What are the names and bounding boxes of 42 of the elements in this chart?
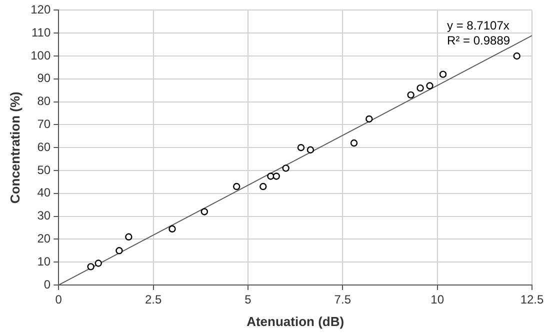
point [168,225,176,232]
point [366,115,373,123]
y-tick-label: 30 [37,208,51,223]
point [407,91,414,99]
annotation: y = 8.7107x [447,18,510,33]
y-tick-label: 90 [37,71,51,86]
y-tick-label: 110 [31,25,51,40]
y-axis-title: Concentration (%) [7,92,22,204]
point [200,208,208,216]
point [282,164,290,172]
y-tick-label: 70 [37,117,51,132]
point [513,52,520,60]
point [350,139,358,147]
point [260,182,267,190]
y-tick-label: 80 [37,94,51,108]
point [116,247,123,254]
y-tick-label: 100 [30,48,51,62]
point [297,144,305,152]
y-tick-label: 50 [37,162,51,177]
x-tick-label: 10 [430,292,444,307]
x-tick-label: 2.5 [144,292,162,307]
point [233,182,240,190]
x-tick-label: 5 [244,292,252,307]
y-tick-label: 10 [37,254,51,268]
point [416,84,424,92]
point [94,260,102,267]
y-tick-label: 0 [44,277,51,292]
y-tick-label: 60 [37,140,51,154]
x-tick-label: 7.5 [334,292,352,307]
point [272,172,280,180]
x-tick-label: 12.5 [520,292,544,307]
x-tick-label: 0 [55,292,62,307]
point [87,263,94,270]
y-tick-label: 20 [37,232,51,246]
x-axis-title: Atenuation (dB) [246,314,344,329]
y-tick-label: 120 [30,2,51,17]
point [426,82,434,90]
annotation: R² = 0.9889 [447,34,510,48]
point [439,70,447,78]
point [125,233,132,241]
y-tick-label: 40 [37,186,51,200]
point [306,146,314,154]
